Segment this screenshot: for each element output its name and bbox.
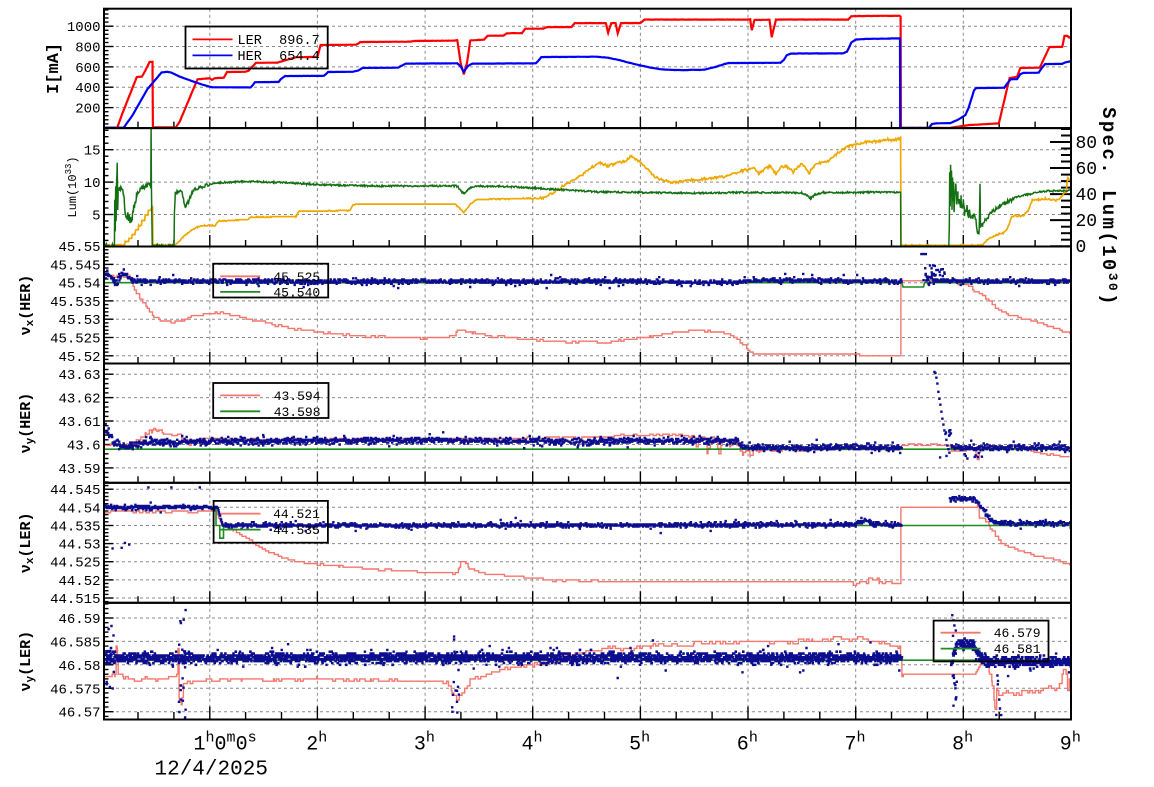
- svg-text:44.52: 44.52: [58, 574, 100, 590]
- svg-text:43.59: 43.59: [58, 462, 100, 478]
- svg-text:νx(HER): νx(HER): [18, 275, 37, 336]
- svg-text:45.525: 45.525: [50, 332, 100, 348]
- svg-text:600: 600: [75, 61, 100, 77]
- svg-text:I[mA]: I[mA]: [45, 43, 64, 94]
- svg-text:46.585: 46.585: [50, 635, 100, 651]
- svg-text:45.52: 45.52: [58, 350, 100, 366]
- svg-text:40: 40: [1076, 186, 1098, 206]
- svg-text:43.594: 43.594: [274, 389, 321, 404]
- svg-text:46.579: 46.579: [994, 626, 1041, 641]
- svg-text:20: 20: [1076, 212, 1098, 232]
- svg-text:46.59: 46.59: [58, 612, 100, 628]
- svg-text:43.598: 43.598: [274, 405, 321, 420]
- svg-text:200: 200: [75, 102, 100, 118]
- svg-text:45.545: 45.545: [50, 258, 100, 274]
- svg-text:45.55: 45.55: [58, 240, 100, 256]
- svg-text:1000: 1000: [67, 20, 101, 36]
- svg-text:46.58: 46.58: [58, 659, 100, 675]
- svg-text:LER: LER: [238, 34, 262, 49]
- svg-text:44.535: 44.535: [50, 520, 100, 536]
- svg-text:80: 80: [1076, 134, 1098, 154]
- svg-text:0: 0: [1076, 238, 1087, 258]
- svg-text:60: 60: [1076, 160, 1098, 180]
- svg-text:45.535: 45.535: [50, 295, 100, 311]
- svg-text:44.545: 44.545: [50, 483, 100, 499]
- svg-text:44.54: 44.54: [58, 501, 100, 517]
- svg-text:800: 800: [75, 41, 100, 57]
- svg-text:400: 400: [75, 81, 100, 97]
- svg-text:15: 15: [84, 144, 101, 160]
- svg-text:44.53: 44.53: [58, 538, 100, 554]
- svg-text:654.4: 654.4: [279, 50, 320, 65]
- svg-text:5: 5: [92, 209, 100, 225]
- svg-text:43.62: 43.62: [58, 392, 100, 408]
- svg-text:896.7: 896.7: [279, 34, 320, 49]
- svg-text:44.521: 44.521: [273, 507, 320, 522]
- svg-text:43.6: 43.6: [67, 439, 101, 455]
- svg-text:44.535: 44.535: [273, 523, 320, 538]
- svg-text:45.54: 45.54: [58, 277, 100, 293]
- svg-text:12/4/2025: 12/4/2025: [155, 759, 268, 782]
- svg-text:46.57: 46.57: [58, 706, 100, 722]
- svg-text:43.63: 43.63: [58, 368, 100, 384]
- svg-text:43.61: 43.61: [58, 415, 100, 431]
- svg-text:νy(LER): νy(LER): [18, 631, 37, 692]
- svg-text:45.525: 45.525: [273, 270, 320, 285]
- svg-text:44.525: 44.525: [50, 556, 100, 572]
- svg-text:46.575: 46.575: [50, 682, 100, 698]
- svg-text:HER: HER: [238, 50, 262, 65]
- svg-text:45.540: 45.540: [273, 285, 320, 300]
- svg-text:Spec. Lum(1030): Spec. Lum(1030): [1097, 107, 1120, 307]
- svg-text:44.515: 44.515: [50, 592, 100, 608]
- svg-text:1h0m0s: 1h0m0s: [194, 730, 257, 757]
- svg-text:νx(LER): νx(LER): [18, 512, 37, 573]
- svg-text:46.581: 46.581: [994, 642, 1041, 657]
- svg-text:νy(HER): νy(HER): [18, 393, 37, 454]
- svg-text:45.53: 45.53: [58, 313, 100, 329]
- svg-text:10: 10: [84, 176, 101, 192]
